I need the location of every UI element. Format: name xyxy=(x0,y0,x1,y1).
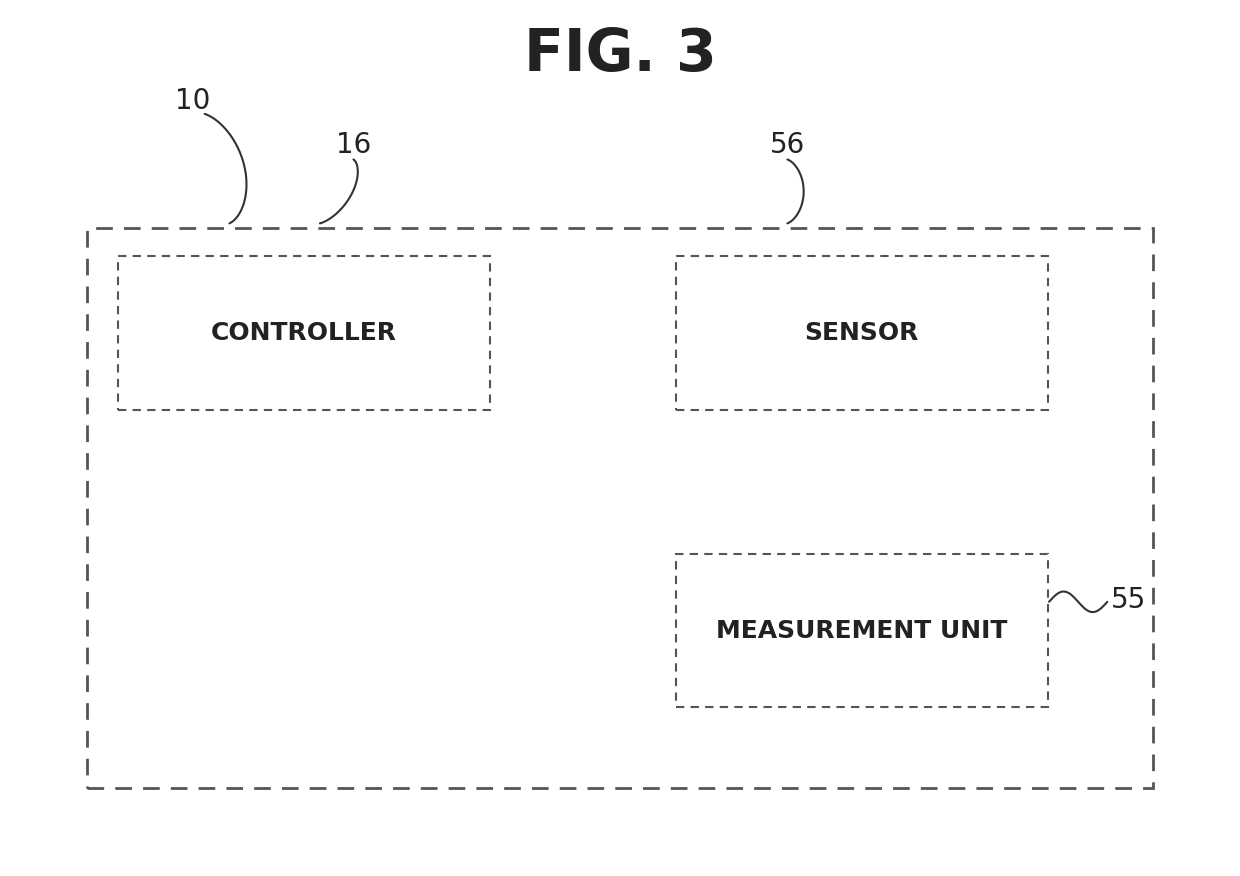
Text: 10: 10 xyxy=(175,87,210,115)
Text: FIG. 3: FIG. 3 xyxy=(523,26,717,83)
Text: SENSOR: SENSOR xyxy=(805,321,919,345)
Bar xyxy=(676,554,1048,708)
Text: 55: 55 xyxy=(1111,586,1146,614)
Bar xyxy=(676,257,1048,410)
Bar xyxy=(118,257,490,410)
Bar xyxy=(87,228,1153,788)
Text: 56: 56 xyxy=(770,131,805,159)
Text: MEASUREMENT UNIT: MEASUREMENT UNIT xyxy=(717,618,1007,643)
Text: 16: 16 xyxy=(336,131,371,159)
Text: CONTROLLER: CONTROLLER xyxy=(211,321,397,345)
